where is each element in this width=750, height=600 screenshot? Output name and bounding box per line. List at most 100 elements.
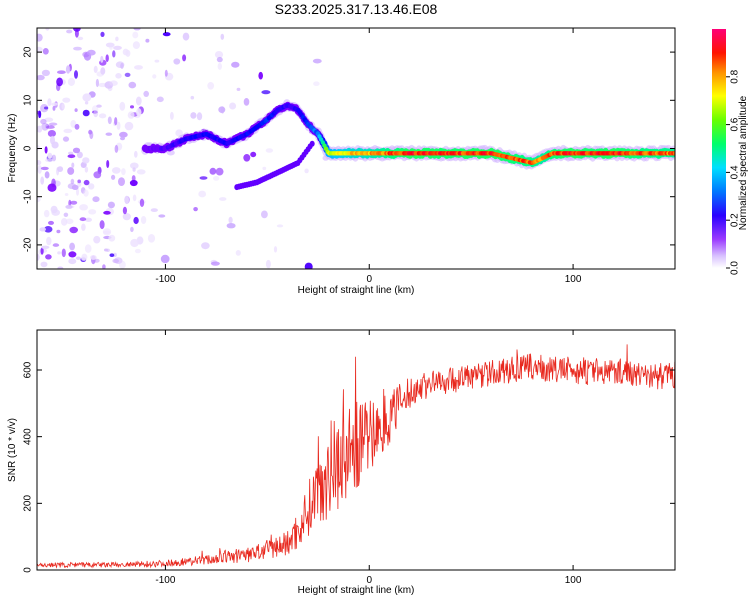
spectral-speckle bbox=[57, 251, 61, 255]
spectral-speckle bbox=[120, 136, 125, 141]
spectral-speckle bbox=[93, 110, 99, 118]
spectral-speckle bbox=[250, 151, 257, 158]
spectral-speckle bbox=[79, 217, 87, 222]
spectral-speckle bbox=[76, 151, 83, 159]
spectral-speckle bbox=[44, 171, 50, 179]
spectral-speckle bbox=[65, 65, 71, 74]
spectral-speckle bbox=[130, 226, 134, 232]
spectral-speckle bbox=[44, 117, 54, 122]
x-tick-label: 100 bbox=[565, 274, 582, 285]
spectral-speckle bbox=[105, 54, 109, 62]
spectral-speckle bbox=[118, 177, 125, 187]
spectral-speckle bbox=[105, 132, 113, 136]
colorbar-tick-label: 0.6 bbox=[730, 117, 741, 131]
spectral-speckle bbox=[130, 238, 139, 248]
spectral-speckle bbox=[235, 250, 241, 256]
y-tick-label: 20 bbox=[23, 46, 34, 58]
spectral-speckle bbox=[132, 41, 140, 49]
spectral-speckle bbox=[115, 61, 125, 68]
spectral-speckle bbox=[124, 121, 134, 131]
snr-plot-area bbox=[37, 330, 675, 570]
spectral-speckle bbox=[65, 204, 73, 209]
spectral-speckle bbox=[135, 96, 142, 106]
spectral-speckle bbox=[236, 87, 241, 91]
spectral-speckle bbox=[108, 234, 116, 242]
spectral-speckle bbox=[182, 32, 190, 41]
spectral-speckle bbox=[143, 90, 149, 97]
spectral-speckle bbox=[76, 187, 79, 196]
spectral-speckle bbox=[51, 102, 58, 106]
spectral-speckle bbox=[140, 216, 147, 224]
spectral-speckle bbox=[210, 261, 220, 266]
spectral-speckle bbox=[106, 160, 110, 168]
colorbar: 0.0 0.2 0.4 0.6 0.8 Normalized spectral ampl… bbox=[712, 29, 749, 275]
spectral-speckle bbox=[304, 168, 309, 174]
x-tick-label: -100 bbox=[155, 274, 175, 285]
snr-x-ticks: -100 0 100 bbox=[155, 330, 582, 586]
y-tick-label: 0 bbox=[23, 567, 34, 573]
spectral-speckle bbox=[83, 189, 89, 197]
spectral-speckle bbox=[218, 106, 226, 113]
spectral-speckle bbox=[133, 216, 139, 225]
spectral-ridge bbox=[141, 99, 675, 191]
spectral-speckle bbox=[68, 258, 77, 265]
spectral-speckle bbox=[243, 98, 250, 106]
spectral-speckle bbox=[124, 195, 129, 205]
y-tick-label: 0 bbox=[23, 145, 34, 151]
colorbar-label: Normalized spectral amplitude bbox=[738, 95, 749, 230]
spectrogram-x-ticks: -100 0 100 bbox=[155, 28, 582, 285]
x-tick-label: 0 bbox=[366, 575, 372, 586]
spectral-speckle bbox=[82, 109, 90, 117]
colorbar-tick-label: 0.2 bbox=[730, 213, 741, 227]
spectral-speckle bbox=[114, 117, 118, 126]
spectral-speckle bbox=[67, 77, 75, 86]
spectral-speckle bbox=[96, 104, 102, 108]
figure-title: S233.2025.317.13.46.E08 bbox=[275, 1, 438, 17]
snr-x-label: Height of straight line (km) bbox=[298, 585, 415, 596]
spectral-speckle bbox=[40, 118, 47, 125]
spectral-speckle bbox=[213, 176, 220, 181]
spectral-speckle bbox=[128, 81, 137, 89]
spectral-speckle bbox=[102, 228, 112, 236]
spectral-speckle bbox=[45, 254, 52, 260]
spectral-speckle bbox=[102, 264, 106, 269]
x-tick-label: -100 bbox=[155, 575, 175, 586]
spectral-speckle bbox=[105, 42, 115, 48]
spectral-speckle bbox=[139, 198, 145, 207]
spectral-speckle bbox=[133, 28, 141, 31]
spectral-speckle bbox=[68, 151, 74, 155]
spectral-speckle bbox=[262, 166, 267, 171]
spectral-speckle bbox=[61, 103, 65, 110]
spectrogram-y-ticks: -20 -10 0 10 20 bbox=[23, 46, 675, 252]
spectral-speckle bbox=[109, 80, 118, 86]
spectral-speckle bbox=[312, 58, 322, 64]
spectral-speckle bbox=[113, 45, 122, 51]
ridge-core bbox=[672, 151, 675, 156]
y-tick-label: 200 bbox=[23, 495, 34, 512]
spectral-speckle bbox=[145, 38, 150, 43]
spectral-speckle bbox=[44, 146, 48, 154]
spectral-speckle bbox=[69, 226, 78, 234]
spectral-speckle bbox=[57, 70, 66, 74]
spectral-speckle bbox=[122, 48, 129, 56]
spectral-speckle bbox=[93, 171, 102, 179]
spectral-speckle bbox=[134, 65, 143, 70]
spectral-speckle bbox=[65, 218, 74, 225]
spectral-speckle bbox=[48, 122, 58, 126]
spectral-speckle bbox=[104, 248, 108, 252]
spectral-speckle bbox=[131, 175, 136, 182]
spectral-speckle bbox=[43, 226, 53, 233]
spectral-speckle bbox=[43, 209, 50, 218]
spectral-speckle bbox=[219, 197, 227, 201]
y-tick-label: -20 bbox=[23, 237, 34, 252]
spectral-speckle bbox=[132, 31, 139, 39]
spectral-speckle bbox=[63, 128, 73, 134]
spectral-speckle bbox=[37, 125, 43, 133]
spectral-speckle bbox=[134, 248, 141, 254]
spectral-speckle bbox=[81, 223, 86, 231]
spectral-speckle bbox=[77, 36, 84, 41]
spectral-speckle bbox=[103, 210, 111, 215]
spectral-speckle bbox=[243, 154, 251, 162]
spectral-speckle bbox=[116, 121, 121, 130]
spectral-speckle bbox=[75, 256, 81, 260]
